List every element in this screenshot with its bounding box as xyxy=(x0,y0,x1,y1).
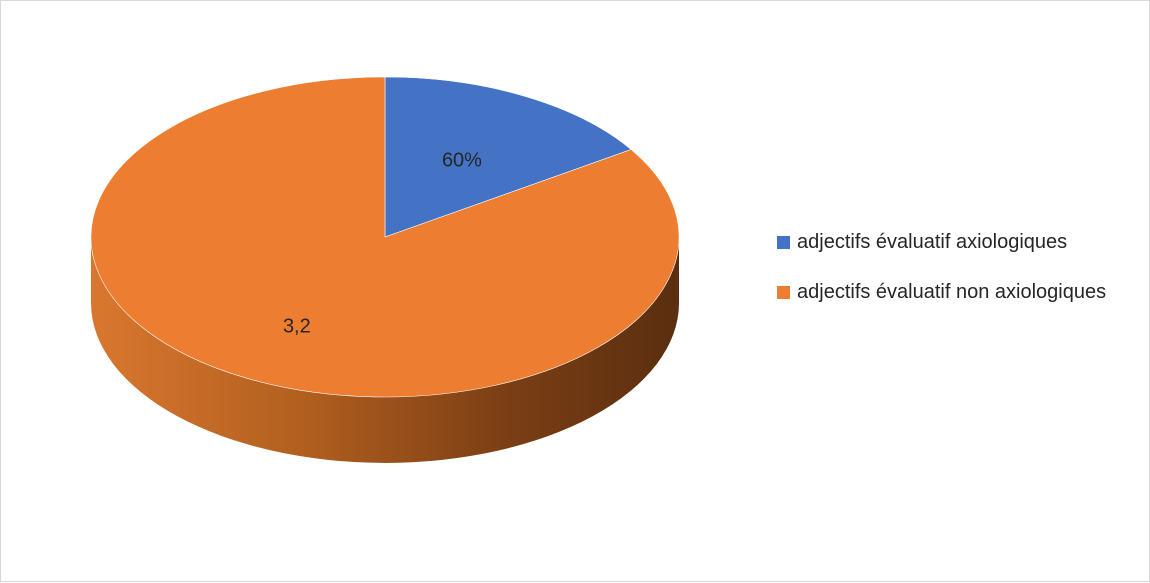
legend-label-non-axiologiques: adjectifs évaluatif non axiologiques xyxy=(797,281,1107,303)
legend-label-axiologiques: adjectifs évaluatif axiologiques xyxy=(797,231,1068,253)
pie-label-layer: 60% 3,2 xyxy=(283,150,482,338)
legend-item: adjectifs évaluatif non axiologiques xyxy=(777,277,1147,307)
pie-slice-non-axiologiques xyxy=(90,76,680,398)
pie-side-layer xyxy=(91,237,679,463)
pie-top-layer xyxy=(90,76,680,398)
data-label-non-axiologiques: 3,2 xyxy=(283,316,311,338)
legend-item: adjectifs évaluatif axiologiques xyxy=(777,227,1147,257)
data-label-axiologiques: 60% xyxy=(442,150,482,172)
legend: adjectifs évaluatif axiologiques adjecti… xyxy=(777,227,1147,327)
pie-slice-axiologiques xyxy=(384,76,632,238)
legend-swatch-axiologiques xyxy=(777,236,790,249)
pie-side-wall xyxy=(91,237,679,463)
legend-swatch-non-axiologiques xyxy=(777,286,790,299)
